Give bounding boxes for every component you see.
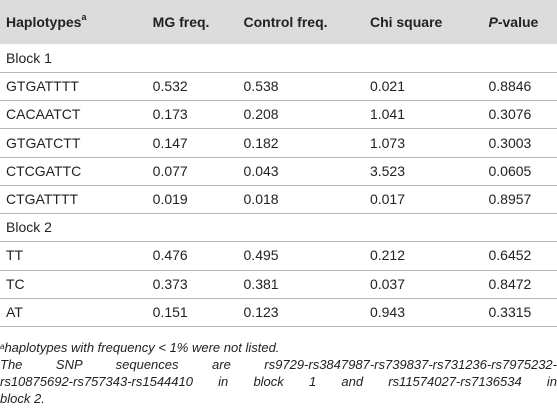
cell-chi-square: 0.021 bbox=[369, 78, 405, 95]
haplotype-table: Haplotypesa MG freq. Control freq. Chi s… bbox=[0, 0, 557, 326]
header-mg-freq: MG freq. bbox=[152, 14, 210, 30]
cell-haplotype: TC bbox=[6, 275, 25, 292]
row-divider bbox=[0, 298, 557, 299]
cell-p-value: 0.0605 bbox=[488, 162, 532, 179]
cell-control-freq: 0.043 bbox=[243, 162, 279, 179]
table-row: CTCGATTC 0.077 0.043 3.523 0.0605 bbox=[0, 157, 557, 185]
cell-mg-freq: 0.151 bbox=[152, 303, 188, 320]
cell-control-freq: 0.495 bbox=[243, 247, 279, 264]
table-bottom-rule bbox=[0, 326, 557, 327]
footnote-snp-line-1: The SNP sequences are rs9729-rs3847987-r… bbox=[0, 357, 557, 372]
block-1-label: Block 1 bbox=[6, 50, 52, 67]
header-haplotypes-label: Haplotypes bbox=[6, 14, 82, 30]
table-row: GTGATCTT 0.147 0.182 1.073 0.3003 bbox=[0, 129, 557, 157]
cell-chi-square: 0.017 bbox=[369, 191, 405, 208]
footnote-mark: a bbox=[0, 342, 5, 351]
table-row: CTGATTTT 0.019 0.018 0.017 0.8957 bbox=[0, 185, 557, 213]
header-p-value-rest: -value bbox=[497, 14, 539, 30]
cell-p-value: 0.8957 bbox=[488, 191, 532, 208]
cell-control-freq: 0.018 bbox=[243, 191, 279, 208]
footnote-a: ahaplotypes with frequency < 1% were not… bbox=[0, 339, 557, 356]
footnote-snp-line-3: block 2. bbox=[0, 391, 45, 406]
cell-haplotype: CTCGATTC bbox=[6, 162, 82, 179]
footnote-text: haplotypes with frequency < 1% were not … bbox=[4, 340, 280, 355]
row-divider bbox=[0, 213, 557, 214]
cell-p-value: 0.8846 bbox=[488, 78, 532, 95]
cell-mg-freq: 0.373 bbox=[152, 275, 188, 292]
row-divider bbox=[0, 128, 557, 129]
table-row: TC 0.373 0.381 0.037 0.8472 bbox=[0, 270, 557, 298]
row-divider bbox=[0, 241, 557, 242]
cell-haplotype: CTGATTTT bbox=[6, 191, 79, 208]
table-row: AT 0.151 0.123 0.943 0.3315 bbox=[0, 298, 557, 326]
cell-mg-freq: 0.532 bbox=[152, 78, 188, 95]
cell-haplotype: AT bbox=[6, 303, 23, 320]
cell-chi-square: 0.212 bbox=[369, 247, 405, 264]
cell-mg-freq: 0.077 bbox=[152, 162, 188, 179]
cell-chi-square: 3.523 bbox=[369, 162, 405, 179]
header-chi-square: Chi square bbox=[369, 14, 443, 30]
header-p-value: P-value bbox=[488, 0, 557, 44]
cell-control-freq: 0.381 bbox=[243, 275, 279, 292]
row-divider bbox=[0, 157, 557, 158]
cell-haplotype: GTGATTTT bbox=[6, 78, 79, 95]
cell-mg-freq: 0.019 bbox=[152, 191, 188, 208]
table-row: GTGATTTT 0.532 0.538 0.021 0.8846 bbox=[0, 72, 557, 100]
cell-control-freq: 0.182 bbox=[243, 134, 279, 151]
row-divider bbox=[0, 185, 557, 186]
block-1-label-row: Block 1 bbox=[0, 44, 557, 72]
cell-haplotype: CACAATCT bbox=[6, 106, 81, 123]
cell-mg-freq: 0.173 bbox=[152, 106, 188, 123]
cell-chi-square: 1.041 bbox=[369, 106, 405, 123]
block-2-label-row: Block 2 bbox=[0, 213, 557, 241]
row-divider bbox=[0, 270, 557, 271]
cell-p-value: 0.3315 bbox=[488, 303, 532, 320]
header-haplotypes-footnote-mark: a bbox=[81, 12, 87, 22]
footnote-snp-line-2: rs10875692-rs757343-rs1544410 in block 1… bbox=[0, 374, 557, 389]
header-haplotypes: Haplotypesa bbox=[0, 0, 153, 44]
cell-haplotype: GTGATCTT bbox=[6, 134, 81, 151]
row-divider bbox=[0, 100, 557, 101]
cell-control-freq: 0.208 bbox=[243, 106, 279, 123]
row-divider bbox=[0, 72, 557, 73]
header-control-freq: Control freq. bbox=[243, 14, 328, 30]
cell-mg-freq: 0.476 bbox=[152, 247, 188, 264]
table-row: CACAATCT 0.173 0.208 1.041 0.3076 bbox=[0, 100, 557, 128]
cell-p-value: 0.6452 bbox=[488, 247, 532, 264]
cell-p-value: 0.3076 bbox=[488, 106, 532, 123]
cell-chi-square: 0.037 bbox=[369, 275, 405, 292]
header-p-value-italic: P bbox=[488, 14, 498, 30]
block-2-label: Block 2 bbox=[6, 219, 52, 236]
cell-haplotype: TT bbox=[6, 247, 24, 264]
cell-control-freq: 0.123 bbox=[243, 303, 279, 320]
table-header-row: Haplotypesa MG freq. Control freq. Chi s… bbox=[0, 0, 557, 44]
cell-control-freq: 0.538 bbox=[243, 78, 279, 95]
cell-chi-square: 1.073 bbox=[369, 134, 405, 151]
cell-chi-square: 0.943 bbox=[369, 303, 405, 320]
cell-p-value: 0.8472 bbox=[488, 275, 532, 292]
cell-mg-freq: 0.147 bbox=[152, 134, 188, 151]
cell-p-value: 0.3003 bbox=[488, 134, 532, 151]
table-row: TT 0.476 0.495 0.212 0.6452 bbox=[0, 241, 557, 269]
